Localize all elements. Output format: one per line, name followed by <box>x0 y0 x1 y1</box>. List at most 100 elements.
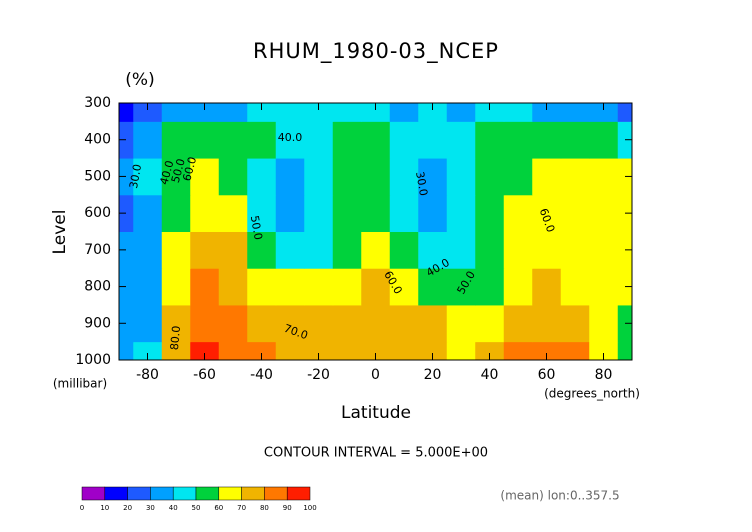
field-cell <box>304 194 334 232</box>
x-tick-label: 20 <box>424 367 442 383</box>
colorbar-label: 30 <box>146 504 155 512</box>
field-cell <box>275 268 305 306</box>
contour-label: 60.0 <box>180 155 199 182</box>
y-tick-label: 800 <box>84 279 111 295</box>
field-cell <box>589 268 619 306</box>
field-cell <box>389 268 419 306</box>
field-cell <box>332 304 362 343</box>
field-cell <box>247 103 277 122</box>
field-cell <box>133 304 163 343</box>
field-cell <box>119 103 134 122</box>
field-cell <box>275 103 305 122</box>
colorbar-swatch <box>104 486 128 501</box>
field-cell <box>361 268 391 306</box>
field-cell <box>275 304 305 343</box>
x-axis-label: Latitude <box>341 403 411 423</box>
field-cell <box>161 268 191 306</box>
field-cell <box>304 341 334 360</box>
colorbar-label: 40 <box>169 504 178 512</box>
field-cell <box>503 194 533 232</box>
x-tick-label: -80 <box>136 367 159 383</box>
field-cell <box>161 103 191 122</box>
field-cell <box>389 103 419 122</box>
field-cell <box>617 304 632 343</box>
field-cell <box>218 268 248 306</box>
y-tick-label: 1000 <box>75 352 111 368</box>
field-cell <box>275 158 305 196</box>
field-cell <box>133 158 163 196</box>
field-cell <box>361 194 391 232</box>
field-cell <box>560 103 590 122</box>
colorbar-swatch <box>81 486 106 501</box>
field-cell <box>389 194 419 232</box>
x-units: (degrees_north) <box>544 387 640 401</box>
y-tick-label: 600 <box>84 205 111 221</box>
field-cell <box>389 121 419 159</box>
field-cell <box>361 341 391 360</box>
field-cell <box>161 341 191 360</box>
field-cell <box>119 304 134 343</box>
field-cell <box>503 231 533 269</box>
contour-label: 30.0 <box>127 163 144 189</box>
y-tick-label: 700 <box>84 242 111 258</box>
field-cell <box>503 103 533 122</box>
field-cell <box>560 268 590 306</box>
field-cell <box>361 158 391 196</box>
field-cell <box>275 231 305 269</box>
field-cell <box>133 268 163 306</box>
field-cell <box>304 103 334 122</box>
field-cell <box>247 304 277 343</box>
field-cell <box>617 103 632 122</box>
field-cell <box>589 103 619 122</box>
x-tick-label: -20 <box>307 367 330 383</box>
field-cell <box>446 231 476 269</box>
field-cell <box>218 194 248 232</box>
field-cell <box>119 341 134 360</box>
field-cell <box>218 121 248 159</box>
colorbar-label: 100 <box>303 504 316 512</box>
field-cell <box>617 231 632 269</box>
field-cell <box>119 268 134 306</box>
field-cell <box>475 304 505 343</box>
field-cell <box>161 158 191 196</box>
x-tick-label: -40 <box>250 367 273 383</box>
contour-label: 50.0 <box>248 215 265 241</box>
field-cell <box>475 341 505 360</box>
field-cell <box>475 194 505 232</box>
field-cell <box>275 194 305 232</box>
field-cell <box>304 158 334 196</box>
colorbar-swatch <box>241 486 265 501</box>
field-cell <box>560 121 590 159</box>
field-cell <box>446 121 476 159</box>
field-cell <box>119 231 134 269</box>
field-cell <box>218 231 248 269</box>
chart-title: RHUM_1980-03_NCEP <box>253 39 499 64</box>
y-units: (millibar) <box>53 377 107 391</box>
field-cell <box>589 231 619 269</box>
x-tick-label: 40 <box>481 367 499 383</box>
colorbar-label: 70 <box>237 504 246 512</box>
field-cell <box>332 103 362 122</box>
field-cell <box>446 103 476 122</box>
contour-field <box>119 103 632 360</box>
field-cell <box>190 194 220 232</box>
field-cell <box>361 304 391 343</box>
contour-label: 30.0 <box>413 170 430 196</box>
field-cell <box>446 304 476 343</box>
field-cell <box>418 121 448 159</box>
field-cell <box>532 304 562 343</box>
field-cell <box>161 304 191 343</box>
field-cell <box>218 341 248 360</box>
field-cell <box>332 194 362 232</box>
field-cell <box>247 121 277 159</box>
field-cell <box>133 121 163 159</box>
y-axis-label: Level <box>50 210 70 255</box>
field-cell <box>389 304 419 343</box>
colorbar-swatch <box>286 486 311 501</box>
field-cell <box>275 341 305 360</box>
field-cell <box>332 231 362 269</box>
y-tick-label: 500 <box>84 168 111 184</box>
field-cell <box>532 341 562 360</box>
field-cell <box>190 268 220 306</box>
